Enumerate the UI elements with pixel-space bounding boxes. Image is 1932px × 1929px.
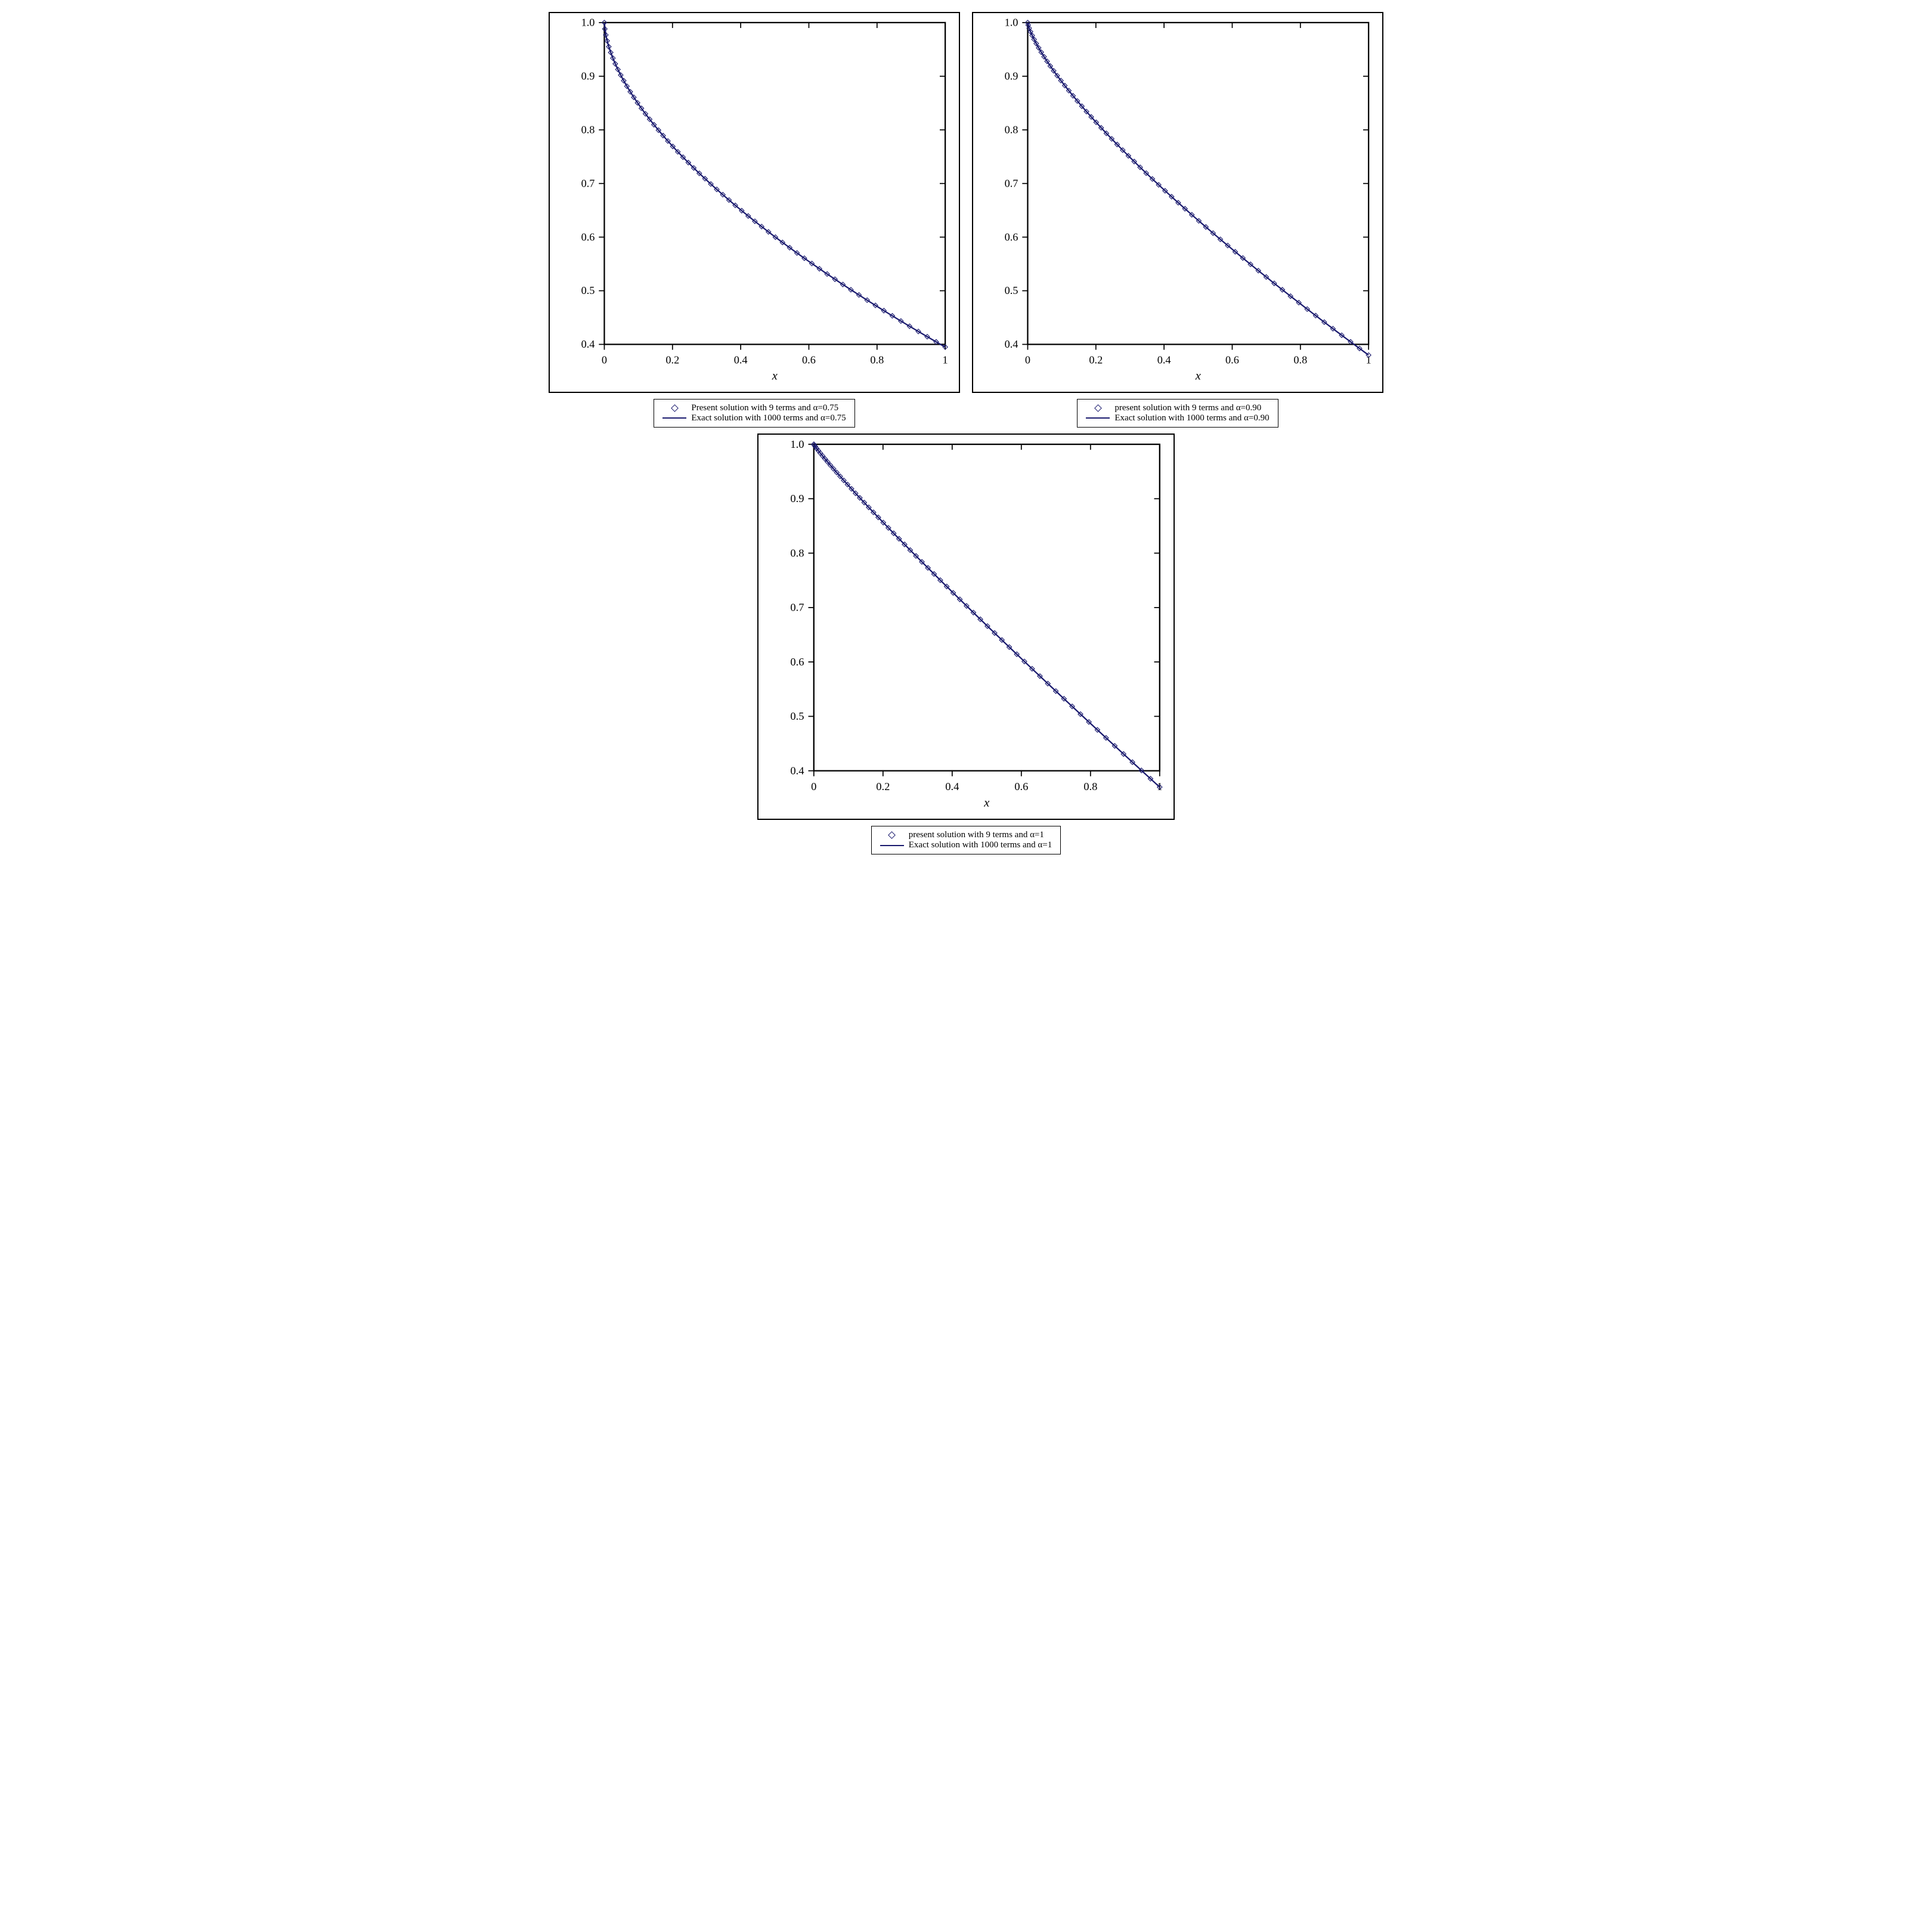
svg-text:1.0: 1.0 bbox=[581, 17, 595, 29]
svg-text:0.8: 0.8 bbox=[1293, 354, 1307, 366]
line-swatch-icon bbox=[1086, 414, 1110, 422]
panel-b: 00.20.40.60.810.40.50.60.70.80.91.0x pre… bbox=[972, 12, 1383, 428]
svg-text:1: 1 bbox=[943, 354, 948, 366]
svg-text:0: 0 bbox=[1025, 354, 1030, 366]
svg-text:0.4: 0.4 bbox=[581, 338, 595, 350]
svg-text:0.4: 0.4 bbox=[945, 781, 959, 792]
legend-row-present: present solution with 9 terms and α=1 bbox=[880, 830, 1052, 840]
diamond-marker-icon bbox=[662, 404, 686, 412]
svg-text:0.2: 0.2 bbox=[665, 354, 679, 366]
chart-c: 00.20.40.60.810.40.50.60.70.80.91.0x bbox=[758, 435, 1174, 819]
svg-text:0.6: 0.6 bbox=[802, 354, 816, 366]
svg-text:0.5: 0.5 bbox=[1005, 284, 1018, 296]
svg-text:0.6: 0.6 bbox=[1225, 354, 1239, 366]
line-swatch-icon bbox=[880, 841, 904, 850]
plot-area-c: 00.20.40.60.810.40.50.60.70.80.91.0x bbox=[757, 434, 1175, 820]
svg-text:0.6: 0.6 bbox=[1005, 231, 1018, 243]
legend-b: present solution with 9 terms and α=0.90… bbox=[1077, 399, 1278, 428]
svg-text:0.7: 0.7 bbox=[790, 602, 804, 614]
legend-a: Present solution with 9 terms and α=0.75… bbox=[654, 399, 854, 428]
svg-text:0: 0 bbox=[811, 781, 816, 792]
panel-c: 00.20.40.60.810.40.50.60.70.80.91.0x pre… bbox=[757, 434, 1175, 854]
legend-exact-label: Exact solution with 1000 terms and α=1 bbox=[909, 840, 1052, 850]
legend-row-exact: Exact solution with 1000 terms and α=0.9… bbox=[1086, 413, 1269, 423]
legend-exact-label: Exact solution with 1000 terms and α=0.9… bbox=[1114, 413, 1269, 423]
legend-present-label: Present solution with 9 terms and α=0.75 bbox=[691, 403, 838, 413]
svg-text:0.4: 0.4 bbox=[734, 354, 748, 366]
plot-area-a: 0 0.2 0.4 0.6 0.8 1 0.4 0.5 0.6 0.7 0.8 0.9 1.0 x bbox=[549, 12, 960, 393]
chart-a: 0 0.2 0.4 0.6 0.8 1 0.4 0.5 0.6 0.7 0.8 0.9 1.0 x bbox=[550, 13, 959, 392]
svg-text:0.4: 0.4 bbox=[1005, 338, 1018, 350]
diamond-marker-icon bbox=[1086, 404, 1110, 412]
legend-row-exact: Exact solution with 1000 terms and α=0.7… bbox=[662, 413, 846, 423]
svg-text:0.7: 0.7 bbox=[581, 177, 595, 189]
svg-text:0.8: 0.8 bbox=[1005, 123, 1018, 135]
diamond-marker-icon bbox=[880, 831, 904, 840]
svg-text:0.4: 0.4 bbox=[790, 764, 804, 776]
svg-text:0.2: 0.2 bbox=[1089, 354, 1103, 366]
legend-exact-label: Exact solution with 1000 terms and α=0.7… bbox=[691, 413, 846, 423]
svg-text:1.0: 1.0 bbox=[1005, 17, 1018, 29]
svg-text:0.2: 0.2 bbox=[876, 781, 890, 792]
svg-text:1.0: 1.0 bbox=[790, 438, 804, 450]
svg-text:0.9: 0.9 bbox=[790, 493, 804, 504]
line-swatch-icon bbox=[662, 414, 686, 422]
svg-text:0.5: 0.5 bbox=[790, 710, 804, 722]
svg-text:x: x bbox=[772, 370, 778, 383]
svg-text:0: 0 bbox=[602, 354, 607, 366]
legend-row-exact: Exact solution with 1000 terms and α=1 bbox=[880, 840, 1052, 850]
svg-text:0.5: 0.5 bbox=[581, 284, 595, 296]
legend-row-present: present solution with 9 terms and α=0.90 bbox=[1086, 403, 1269, 413]
svg-text:x: x bbox=[1195, 370, 1201, 383]
svg-text:0.9: 0.9 bbox=[581, 70, 595, 82]
svg-text:0.6: 0.6 bbox=[581, 231, 595, 243]
figure-grid: 0 0.2 0.4 0.6 0.8 1 0.4 0.5 0.6 0.7 0.8 0.9 1.0 x Pre… bbox=[549, 12, 1383, 854]
legend-present-label: present solution with 9 terms and α=0.90 bbox=[1114, 403, 1261, 413]
legend-row-present: Present solution with 9 terms and α=0.75 bbox=[662, 403, 846, 413]
svg-text:0.8: 0.8 bbox=[1083, 781, 1097, 792]
svg-text:0.9: 0.9 bbox=[1005, 70, 1018, 82]
plot-area-b: 00.20.40.60.810.40.50.60.70.80.91.0x bbox=[972, 12, 1383, 393]
chart-b: 00.20.40.60.810.40.50.60.70.80.91.0x bbox=[973, 13, 1382, 392]
svg-text:0.6: 0.6 bbox=[1014, 781, 1028, 792]
svg-text:0.8: 0.8 bbox=[790, 547, 804, 559]
svg-text:0.7: 0.7 bbox=[1005, 177, 1018, 189]
svg-text:0.8: 0.8 bbox=[581, 123, 595, 135]
svg-text:x: x bbox=[983, 795, 990, 809]
legend-present-label: present solution with 9 terms and α=1 bbox=[909, 830, 1044, 840]
svg-text:0.4: 0.4 bbox=[1157, 354, 1171, 366]
panel-a: 0 0.2 0.4 0.6 0.8 1 0.4 0.5 0.6 0.7 0.8 0.9 1.0 x Pre… bbox=[549, 12, 960, 428]
svg-text:0.8: 0.8 bbox=[870, 354, 884, 366]
legend-c: present solution with 9 terms and α=1 Ex… bbox=[871, 826, 1061, 854]
svg-text:0.6: 0.6 bbox=[790, 656, 804, 668]
